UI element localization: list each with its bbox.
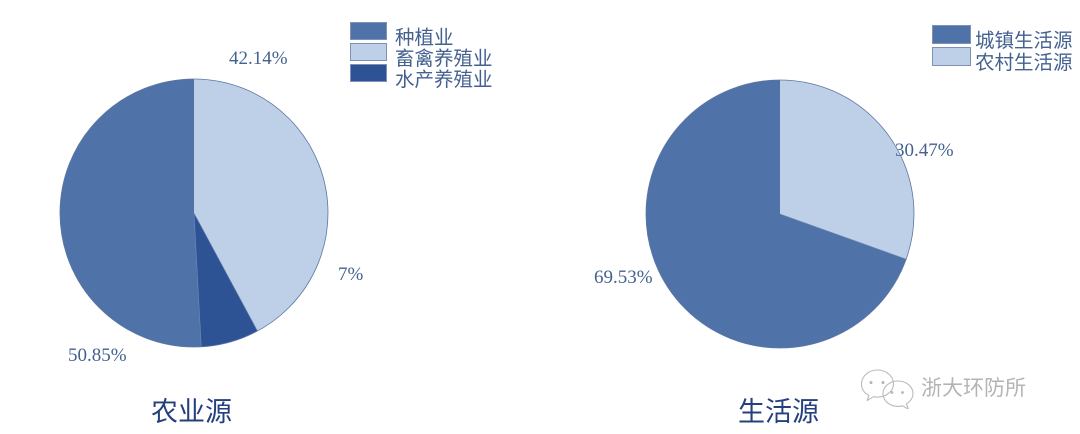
svg-text:浙大环防所: 浙大环防所 xyxy=(921,377,1026,400)
